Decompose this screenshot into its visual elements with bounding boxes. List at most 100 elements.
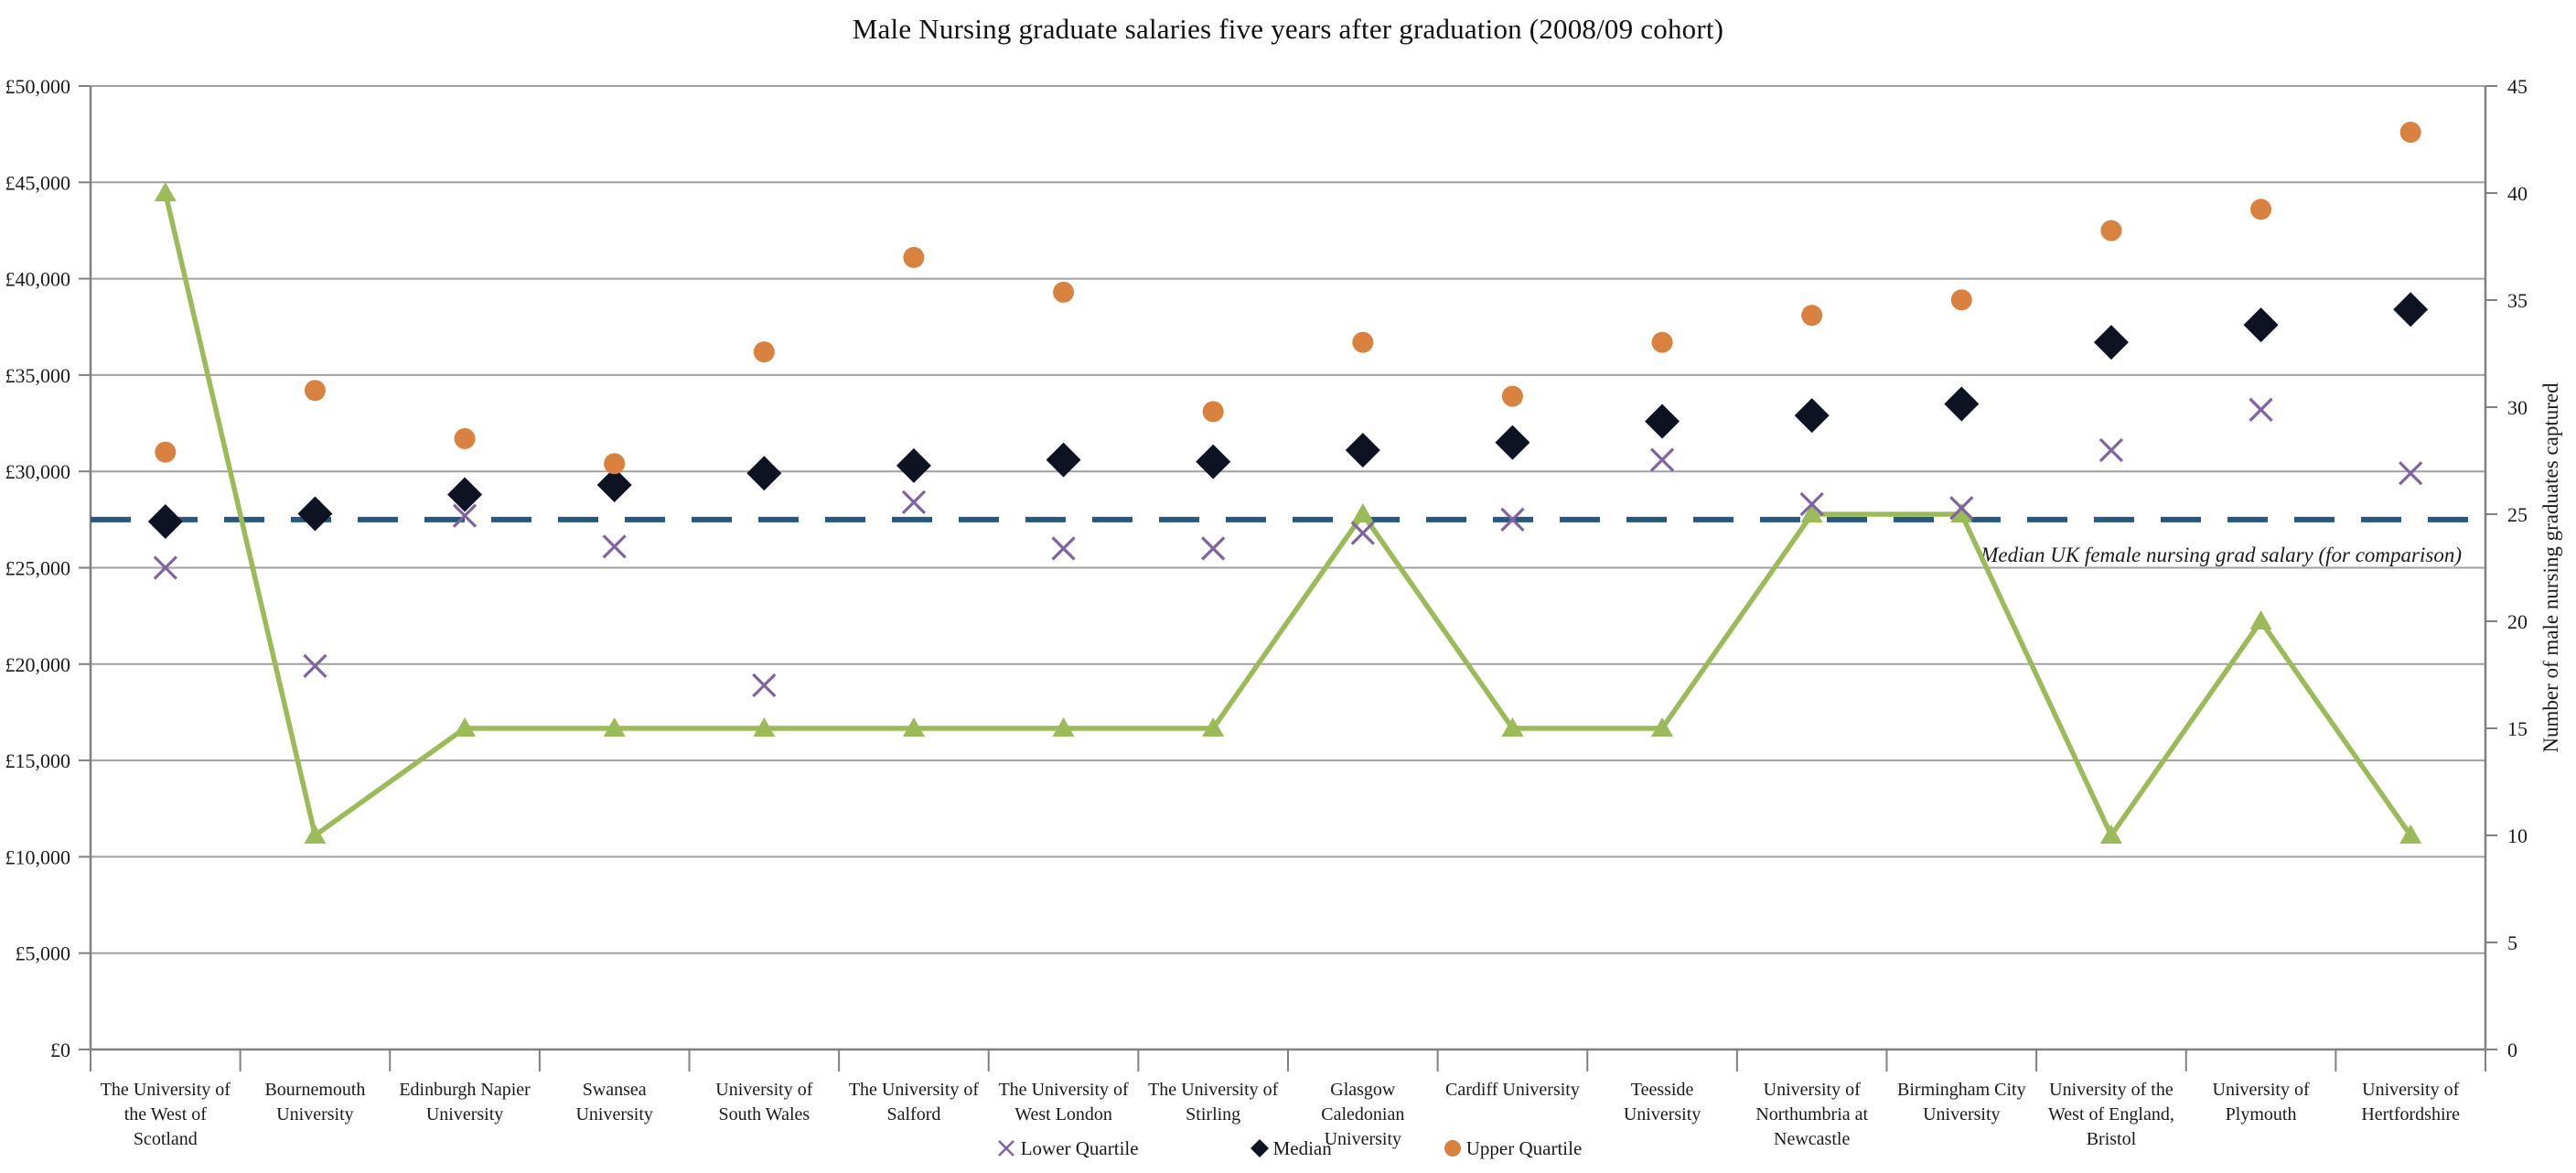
- upper-quartile-marker: [1501, 385, 1523, 407]
- legend-label-upper-quartile: Upper Quartile: [1465, 1136, 1583, 1159]
- y-right-tick-label: 20: [2507, 610, 2528, 633]
- upper-quartile-marker: [2399, 122, 2421, 144]
- legend-label-lower-quartile: Lower Quartile: [1020, 1136, 1139, 1159]
- x-axis-category-label: The University of: [1148, 1080, 1279, 1100]
- x-axis-category-label: Salford: [886, 1104, 940, 1125]
- y-right-tick-label: 45: [2507, 75, 2528, 98]
- upper-quartile-marker: [2250, 199, 2272, 221]
- y-left-tick-label: £40,000: [5, 268, 71, 291]
- x-axis-category-label: University of: [2362, 1080, 2459, 1100]
- graduates-marker: [2099, 824, 2122, 844]
- graduates-marker: [1052, 717, 1075, 737]
- graduates-marker: [2399, 824, 2422, 844]
- y-left-tick-label: £25,000: [5, 557, 71, 580]
- legend-label-median: Median: [1272, 1136, 1332, 1159]
- x-axis-category-label: Newcastle: [1774, 1129, 1850, 1149]
- graduates-line: [163, 192, 2413, 838]
- x-axis-category-label: Scotland: [134, 1129, 198, 1149]
- graduates-marker: [154, 182, 177, 201]
- upper-quartile-marker: [1053, 281, 1075, 303]
- lower-quartile-marker: [1201, 536, 1226, 561]
- median-marker: [746, 456, 782, 491]
- y-left-tick-label: £10,000: [5, 845, 71, 868]
- x-axis-category-label: South Wales: [718, 1104, 810, 1125]
- lower-quartile-marker: [2098, 437, 2124, 463]
- x-axis-category-label: Edinburgh Napier: [399, 1080, 531, 1100]
- graduates-marker: [1351, 503, 1374, 522]
- median-marker: [2243, 307, 2279, 343]
- x-axis-category-label: Bournemouth: [264, 1080, 365, 1100]
- upper-quartile-marker: [1352, 331, 1374, 353]
- lower-quartile-marker: [1051, 536, 1076, 561]
- median-marker: [596, 467, 632, 502]
- graduates-marker: [603, 717, 626, 737]
- graduates-marker: [1202, 717, 1225, 737]
- x-axis-category-label: University: [575, 1104, 652, 1125]
- x-axis-category-label: Birmingham City: [1897, 1080, 2026, 1100]
- y-right-tick-label: 0: [2507, 1038, 2517, 1061]
- y-left-tick-label: £15,000: [5, 749, 71, 772]
- median-marker: [1196, 444, 1231, 479]
- lower-quartile-marker: [153, 555, 177, 580]
- lower-quartile-marker: [901, 490, 927, 515]
- x-axis-category-label: University of: [1764, 1080, 1861, 1100]
- y-right-tick-label: 10: [2507, 824, 2528, 847]
- legend-item-median: Median: [1249, 1137, 1332, 1160]
- x-axis-category-label: Teesside: [1631, 1080, 1694, 1100]
- lower-quartile-marker: [1350, 521, 1375, 545]
- x-axis-category-label: The University of: [998, 1080, 1129, 1100]
- median-marker: [1944, 386, 1980, 422]
- lower-quartile-marker: [1949, 496, 1974, 521]
- x-axis-category-label: Plymouth: [2226, 1104, 2297, 1125]
- median-marker: [447, 477, 483, 512]
- legend-item-upper-quartile: Upper Quartile: [1442, 1136, 1583, 1160]
- lower-quartile-marker: [2249, 397, 2273, 422]
- upper-quartile-marker: [155, 441, 177, 463]
- y-left-tick-label: £20,000: [5, 653, 71, 676]
- upper-quartile-marker: [2100, 220, 2122, 242]
- median-marker: [1495, 425, 1530, 460]
- upper-quartile-marker: [454, 427, 476, 449]
- lower-quartile-marker: [1799, 491, 1824, 517]
- upper-quartile-marker: [1202, 401, 1224, 423]
- y-right-tick-label: 15: [2507, 717, 2528, 740]
- graduates-marker: [902, 717, 925, 737]
- median-marker: [1345, 433, 1380, 468]
- x-axis-category-label: Cardiff University: [1445, 1080, 1580, 1100]
- upper-quartile-marker: [604, 453, 626, 475]
- y-right-tick-label: 30: [2507, 396, 2528, 419]
- x-axis-category-label: University: [426, 1104, 503, 1125]
- lower-quartile-marker: [303, 653, 327, 679]
- graduates-marker: [304, 824, 327, 844]
- median-marker: [896, 447, 931, 483]
- lower-quartile-marker: [752, 673, 777, 698]
- circle-marker-icon: [1444, 1140, 1461, 1157]
- x-axis-category-label: the West of: [124, 1104, 208, 1125]
- y-left-tick-label: £5,000: [16, 942, 71, 965]
- x-axis-category-label: Northumbria at: [1755, 1104, 1868, 1125]
- y-left-tick-label: £45,000: [5, 171, 71, 194]
- upper-quartile-marker: [753, 341, 775, 363]
- x-axis-category-label: Bristol: [2087, 1129, 2137, 1149]
- x-axis-category-label: University of: [715, 1080, 812, 1100]
- lower-quartile-marker: [602, 534, 627, 559]
- diamond-marker-icon: [1250, 1139, 1269, 1157]
- x-axis-category-label: Swansea: [583, 1080, 647, 1100]
- y-right-tick-label: 25: [2507, 503, 2528, 526]
- y-right-tick-label: 40: [2507, 182, 2528, 205]
- graduates-marker: [454, 717, 477, 737]
- x-axis-category-label: West of England,: [2048, 1104, 2174, 1125]
- median-marker: [1794, 398, 1830, 434]
- y-right-tick-label: 35: [2507, 289, 2528, 312]
- x-axis-category-label: University of the: [2049, 1080, 2174, 1100]
- upper-quartile-marker: [1950, 289, 1972, 311]
- reference-line-label: Median UK female nursing grad salary (fo…: [1980, 543, 2462, 566]
- legend-item-lower-quartile: Lower Quartile: [994, 1136, 1139, 1160]
- x-axis-category-label: University: [1624, 1104, 1701, 1125]
- median-marker: [2093, 325, 2129, 361]
- lower-quartile-marker: [2399, 461, 2423, 486]
- x-axis-category-label: The University of: [101, 1080, 231, 1100]
- upper-quartile-marker: [304, 380, 326, 402]
- upper-quartile-marker: [1801, 305, 1823, 327]
- x-axis-category-label: Caledonian: [1321, 1104, 1404, 1125]
